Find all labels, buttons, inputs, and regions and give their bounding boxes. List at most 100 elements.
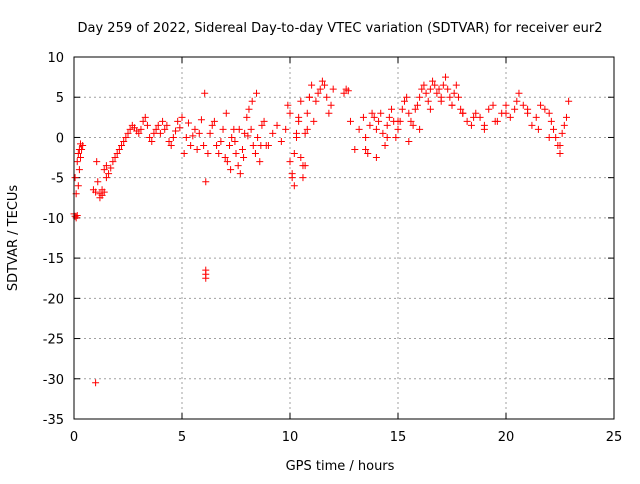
data-point (351, 146, 359, 154)
data-point (286, 109, 294, 117)
data-point (556, 141, 564, 149)
data-point (253, 89, 261, 97)
data-point (303, 125, 311, 133)
data-point (231, 137, 239, 145)
data-point (515, 89, 523, 97)
data-point (213, 141, 221, 149)
y-tick-label: 5 (56, 91, 64, 106)
data-point (202, 178, 210, 186)
data-point (73, 158, 81, 166)
data-point (556, 150, 564, 158)
data-point (435, 85, 443, 93)
data-point (420, 81, 428, 89)
data-point (260, 117, 268, 125)
data-point (210, 117, 218, 125)
data-point (102, 162, 110, 170)
data-point (562, 113, 570, 121)
data-point (187, 141, 195, 149)
data-point (113, 150, 121, 158)
data-point (137, 125, 145, 133)
data-point (75, 146, 83, 154)
data-point (228, 133, 236, 141)
data-point (172, 127, 180, 135)
data-point (248, 97, 256, 105)
data-point (370, 113, 378, 121)
data-point (565, 97, 573, 105)
data-point (413, 101, 421, 109)
data-point (193, 146, 201, 154)
data-point (411, 105, 419, 113)
data-point (290, 182, 298, 190)
data-point (394, 117, 402, 125)
y-tick-label: -30 (43, 373, 64, 388)
data-point (174, 117, 182, 125)
data-point (208, 121, 216, 129)
data-point (519, 101, 527, 109)
data-point (316, 85, 324, 93)
data-point (245, 105, 253, 113)
data-point (400, 97, 408, 105)
data-point (321, 81, 329, 89)
data-point (141, 113, 149, 121)
data-point (480, 121, 488, 129)
data-point (303, 109, 311, 117)
data-point (297, 154, 305, 162)
data-point (416, 125, 424, 133)
data-point (236, 170, 244, 178)
data-point (327, 101, 335, 109)
data-point (92, 188, 100, 196)
data-point (442, 73, 450, 81)
data-point (552, 133, 560, 141)
data-point (409, 121, 417, 129)
data-point (372, 154, 380, 162)
data-point (312, 97, 320, 105)
data-point (467, 121, 475, 129)
data-point (122, 133, 130, 141)
data-point (418, 85, 426, 93)
chart-title: Day 259 of 2022, Sidereal Day-to-day VTE… (78, 21, 603, 36)
data-point (485, 105, 493, 113)
data-point (73, 211, 81, 219)
data-point (407, 117, 415, 125)
x-tick-label: 25 (606, 430, 623, 445)
data-point (71, 174, 79, 182)
data-point (222, 109, 230, 117)
data-point (314, 89, 322, 97)
y-tick-label: -5 (51, 172, 64, 187)
data-point (256, 158, 264, 166)
y-tick-label: -20 (43, 292, 64, 307)
data-point (282, 125, 290, 133)
y-tick-label: 10 (47, 51, 64, 66)
data-point (375, 117, 383, 125)
data-point (165, 137, 173, 145)
data-point (359, 113, 367, 121)
data-point (269, 129, 277, 137)
data-point (100, 166, 108, 174)
data-point (290, 150, 298, 158)
data-point (513, 97, 521, 105)
data-point (292, 133, 300, 141)
data-point (426, 105, 434, 113)
data-point (288, 174, 296, 182)
data-point (431, 81, 439, 89)
data-point (227, 166, 235, 174)
data-point (346, 117, 354, 125)
data-point (450, 89, 458, 97)
y-tick-label: 0 (56, 131, 64, 146)
data-point (202, 274, 210, 282)
data-point (100, 188, 108, 196)
data-point (368, 109, 376, 117)
data-point (154, 121, 162, 129)
grid-layer (74, 57, 614, 419)
data-point (541, 105, 549, 113)
data-point (76, 140, 84, 148)
data-point (537, 101, 545, 109)
data-point (491, 117, 499, 125)
data-point (426, 85, 434, 93)
x-tick-label: 15 (390, 430, 407, 445)
data-point (135, 129, 143, 137)
data-point (251, 150, 259, 158)
data-point (308, 81, 316, 89)
y-tick-label: -10 (43, 212, 64, 227)
y-axis-label: SDTVAR / TECUs (6, 185, 21, 292)
